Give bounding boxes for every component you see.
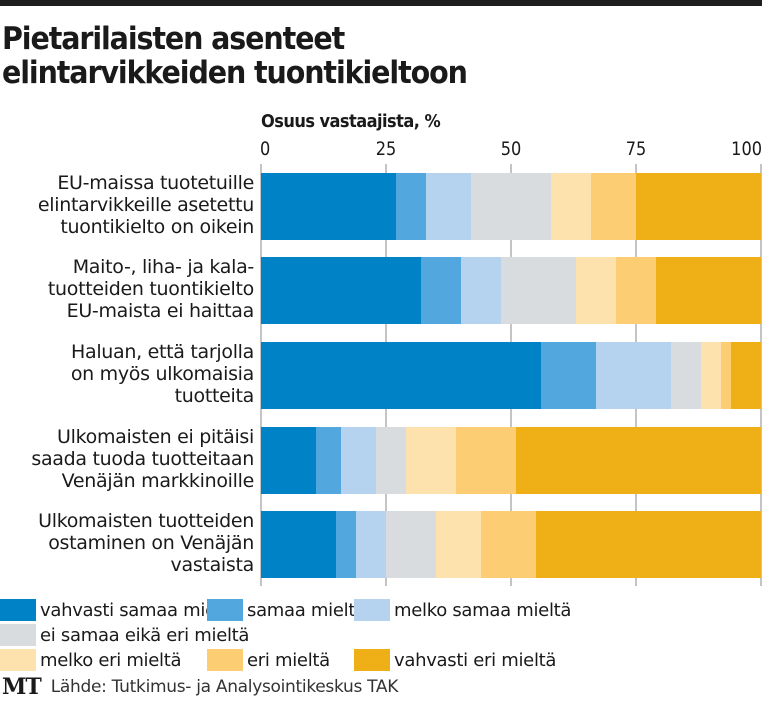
bar-segment [386, 511, 436, 578]
category-label-line: Maito-, liha- ja kala- [72, 256, 255, 278]
bar-segment [336, 511, 356, 578]
legend-label: vahvasti eri mieltä [394, 649, 557, 671]
category-label: EU-maissa tuotetuille elintarvikkeille as… [0, 172, 254, 238]
source-note: Lähde: Tutkimus- ja Analysointikeskus TA… [50, 677, 399, 697]
legend-item: melko samaa mieltä [354, 599, 571, 621]
legend-item: eri mieltä [207, 649, 330, 671]
category-label-line: on myös ulkomaisia [70, 363, 254, 385]
legend-item: samaa mieltä [207, 599, 366, 621]
stacked-bar-chart [260, 164, 762, 586]
bar-segment [341, 427, 376, 494]
bar-segment [261, 511, 336, 578]
legend-label: samaa mieltä [247, 599, 366, 621]
mt-logo: MT [2, 674, 42, 700]
legend-swatch [207, 649, 243, 671]
bar-segment [671, 342, 701, 409]
bar-row-2 [261, 257, 761, 324]
x-axis-title: Osuus vastaajista, % [261, 111, 441, 132]
category-label-line: Haluan, että tarjolla [71, 341, 254, 363]
category-label: Ulkomaisten ei pitäisi saada tuoda tuotte… [0, 426, 254, 492]
x-tick-label: 0 [260, 138, 271, 160]
category-label-line: ostaminen on Venäjän [48, 532, 254, 554]
legend-item: vahvasti samaa mieltä [0, 599, 238, 621]
category-label-line: EU-maissa tuotetuille [57, 172, 254, 194]
bar-segment [461, 257, 501, 324]
bar-segment [261, 342, 541, 409]
bar-segment [261, 427, 316, 494]
legend-item: vahvasti eri mieltä [354, 649, 556, 671]
bar-segment [356, 511, 386, 578]
category-label: Maito-, liha- ja kala-tuotteiden tuontik… [0, 256, 254, 322]
category-label-line: Ulkomaisten tuotteiden [38, 510, 254, 532]
bar-segment [551, 173, 591, 240]
bar-segment [576, 257, 616, 324]
bar-segment [376, 427, 406, 494]
top-rule [0, 0, 762, 6]
bar-segment [701, 342, 721, 409]
bar-segment [501, 257, 576, 324]
bar-segment [316, 427, 341, 494]
category-label: Haluan, että tarjolla on myös ulkomaisia t… [0, 341, 254, 407]
category-label-line: tuontikielto on oikein [60, 216, 254, 238]
bar-segment [596, 342, 671, 409]
bar-segment [636, 173, 761, 240]
legend-item: ei samaa eikä eri mieltä [0, 624, 249, 646]
bar-segment [541, 342, 596, 409]
bar-segment [536, 511, 761, 578]
legend-label: eri mieltä [247, 649, 330, 671]
category-label-line: saada tuoda tuotteitaan [31, 448, 254, 470]
category-label-line: Venäjän markkinoille [61, 470, 255, 492]
category-label-line: elintarvikkeille asetettu [37, 194, 254, 216]
x-tick-label: 100 [731, 138, 762, 160]
chart-title-line-2: elintarvikkeiden tuontikieltoon [2, 55, 468, 91]
bar-segment [421, 257, 461, 324]
bar-segment [656, 257, 761, 324]
bar-segment [456, 427, 516, 494]
legend-swatch [0, 649, 36, 671]
bar-segment [436, 511, 481, 578]
legend-item: melko eri mieltä [0, 649, 182, 671]
bar-segment [426, 173, 471, 240]
bar-segment [616, 257, 656, 324]
chart-title: Pietarilaisten asenteet elintarvikkeiden… [2, 21, 468, 91]
legend-swatch [0, 624, 36, 646]
category-label-line: tuotteita [174, 385, 255, 407]
x-tick-label: 25 [375, 138, 397, 160]
category-label-line: tuotteiden tuontikielto [47, 278, 254, 300]
legend-swatch [0, 599, 36, 621]
bar-row-1 [261, 173, 761, 240]
bar-segment [516, 427, 761, 494]
category-label-line: EU-maista ei haittaa [66, 300, 255, 322]
category-label: Ulkomaisten tuotteiden ostaminen on Venäj… [0, 510, 254, 576]
bar-segment [731, 342, 761, 409]
bar-row-5 [261, 511, 761, 578]
legend-swatch [354, 649, 390, 671]
bar-segment [591, 173, 636, 240]
x-tick-label: 50 [500, 138, 522, 160]
bar-segment [261, 257, 421, 324]
bar-segment [721, 342, 731, 409]
legend-label: melko samaa mieltä [394, 599, 572, 621]
category-label-line: Ulkomaisten ei pitäisi [57, 426, 254, 448]
bar-segment [261, 173, 396, 240]
legend-label: melko eri mieltä [40, 649, 182, 671]
chart-title-line-1: Pietarilaisten asenteet [2, 21, 345, 57]
legend-label: ei samaa eikä eri mieltä [40, 624, 250, 646]
bar-segment [406, 427, 456, 494]
bar-segment [471, 173, 551, 240]
category-label-line: vastaista [170, 554, 255, 576]
legend-swatch [354, 599, 390, 621]
bar-row-4 [261, 427, 761, 494]
legend-swatch [207, 599, 243, 621]
legend-label: vahvasti samaa mieltä [40, 599, 239, 621]
footer: MT Lähde: Tutkimus- ja Analysointikeskus… [2, 674, 398, 700]
bar-row-3 [261, 342, 761, 409]
x-tick-label: 75 [625, 138, 647, 160]
bar-segment [396, 173, 426, 240]
bar-segment [481, 511, 536, 578]
